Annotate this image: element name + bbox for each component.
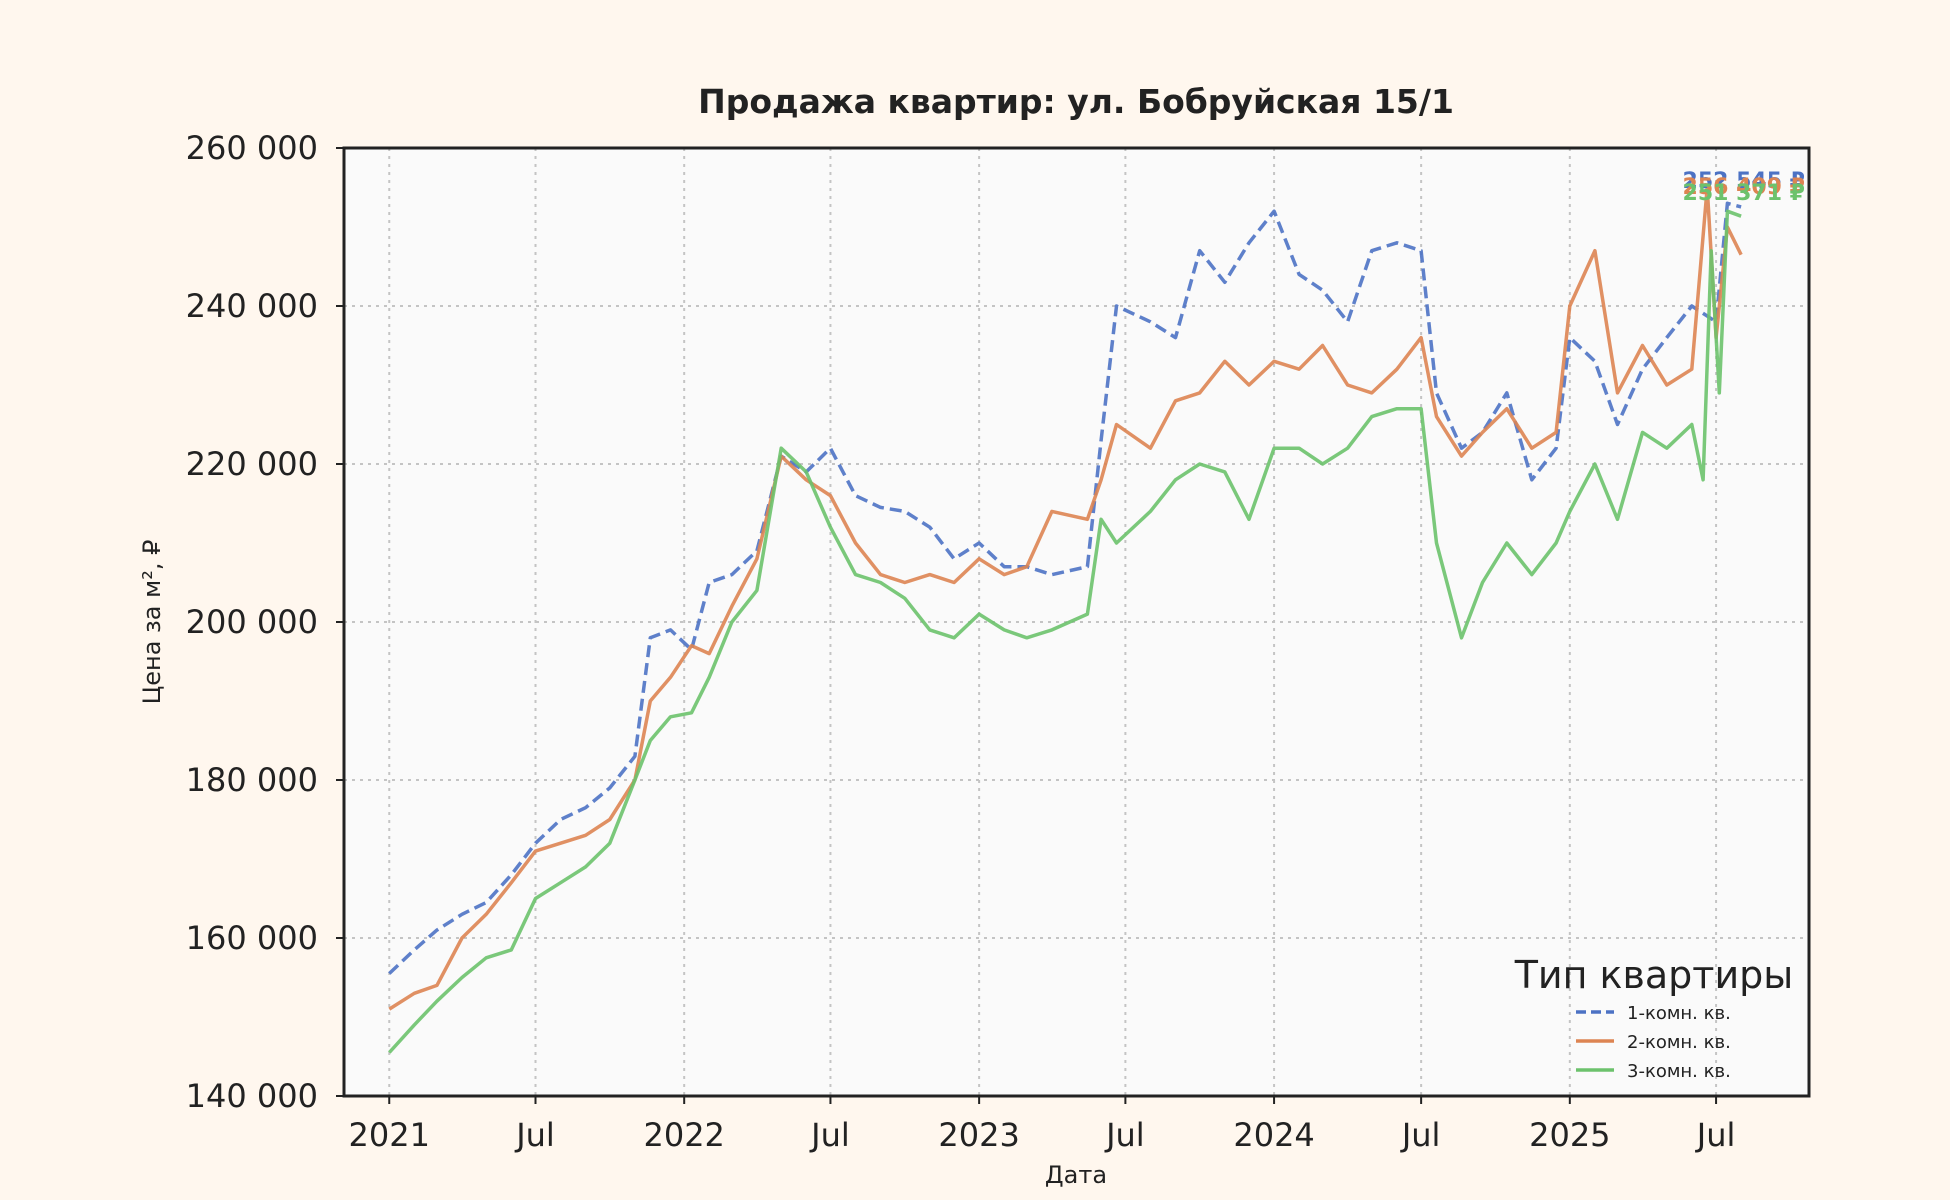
legend-entry-3: 3-комн. кв. (1627, 1061, 1731, 1082)
y-axis: 140 000 160 000 180 000 200 000 220 000 240 0… (186, 129, 344, 1115)
end-value-label-2: 256 409 ₽ (1683, 175, 1805, 200)
y-tick-label: 140 000 (186, 1077, 318, 1115)
x-tick-label: Jul (1104, 1116, 1145, 1154)
y-tick-label: 180 000 (186, 761, 318, 799)
x-tick-label: 2025 (1529, 1116, 1610, 1154)
end-value-label-1: 252 545 ₽ (1683, 169, 1805, 194)
x-tick-label: 2021 (349, 1116, 430, 1154)
x-tick-label: Jul (1695, 1116, 1736, 1154)
series-line-1 (388, 201, 1742, 975)
y-tick-label: 260 000 (186, 129, 318, 167)
series-lines (388, 185, 1743, 1054)
x-tick-label: Jul (809, 1116, 850, 1154)
legend-title: Тип квартиры (1514, 953, 1794, 997)
x-axis: 2021 Jul 2022 Jul 2023 Jul 2024 Jul 2025 Jul (349, 1096, 1736, 1154)
plot-area (344, 148, 1809, 1096)
end-value-label-3: 251 371 ₽ (1683, 181, 1805, 206)
grid (344, 147, 1809, 1097)
chart-title: Продажа квартир: ул. Бобруйская 15/1 (698, 82, 1454, 121)
legend-entry-2: 2-комн. кв. (1627, 1032, 1731, 1053)
end-labels: 252 545 ₽256 409 ₽251 371 ₽ (1683, 169, 1805, 206)
x-tick-label: Jul (514, 1116, 555, 1154)
series-line-3 (388, 209, 1742, 1054)
x-tick-label: 2024 (1233, 1116, 1314, 1154)
y-tick-label: 160 000 (186, 919, 318, 957)
legend-entry-1: 1-комн. кв. (1627, 1003, 1731, 1024)
y-tick-label: 220 000 (186, 445, 318, 483)
y-tick-label: 200 000 (186, 603, 318, 641)
x-tick-label: Jul (1400, 1116, 1441, 1154)
x-tick-label: 2022 (643, 1116, 724, 1154)
legend: Тип квартиры 1-комн. кв. 2-комн. кв. 3-ком… (1514, 953, 1794, 1082)
x-axis-label: Дата (1045, 1161, 1107, 1189)
y-tick-label: 240 000 (186, 287, 318, 325)
y-axis-label: Цена за м², ₽ (138, 540, 166, 705)
x-tick-label: 2023 (938, 1116, 1019, 1154)
